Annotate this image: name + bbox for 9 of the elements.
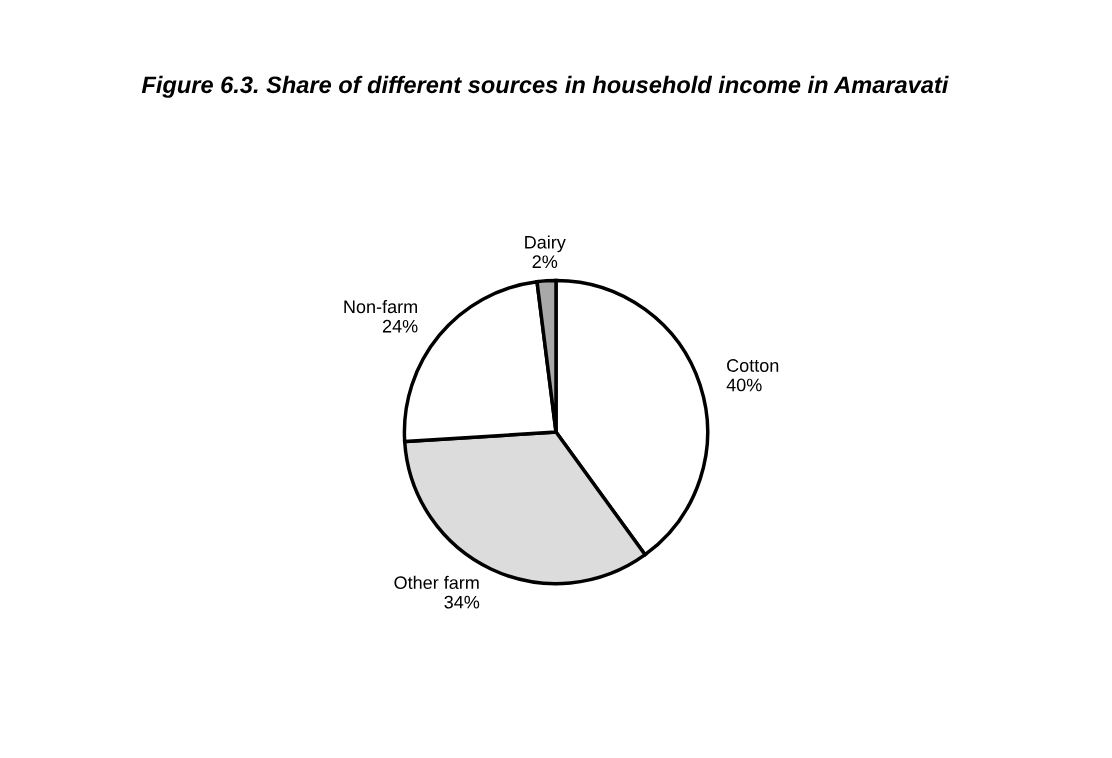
data-label: 34% [444, 595, 480, 609]
slice-label: Other farm [394, 575, 479, 590]
data-label: 40% [726, 378, 762, 392]
data-label: 2% [532, 255, 558, 269]
slice-label: Dairy [525, 235, 566, 253]
slice-label: Cotton [727, 359, 779, 372]
data-label: 24% [382, 319, 418, 333]
slice-label: Non-farm [344, 299, 417, 314]
chart-title: Figure 6.3. Share of different sources in household income in Amaravati [141, 75, 949, 98]
